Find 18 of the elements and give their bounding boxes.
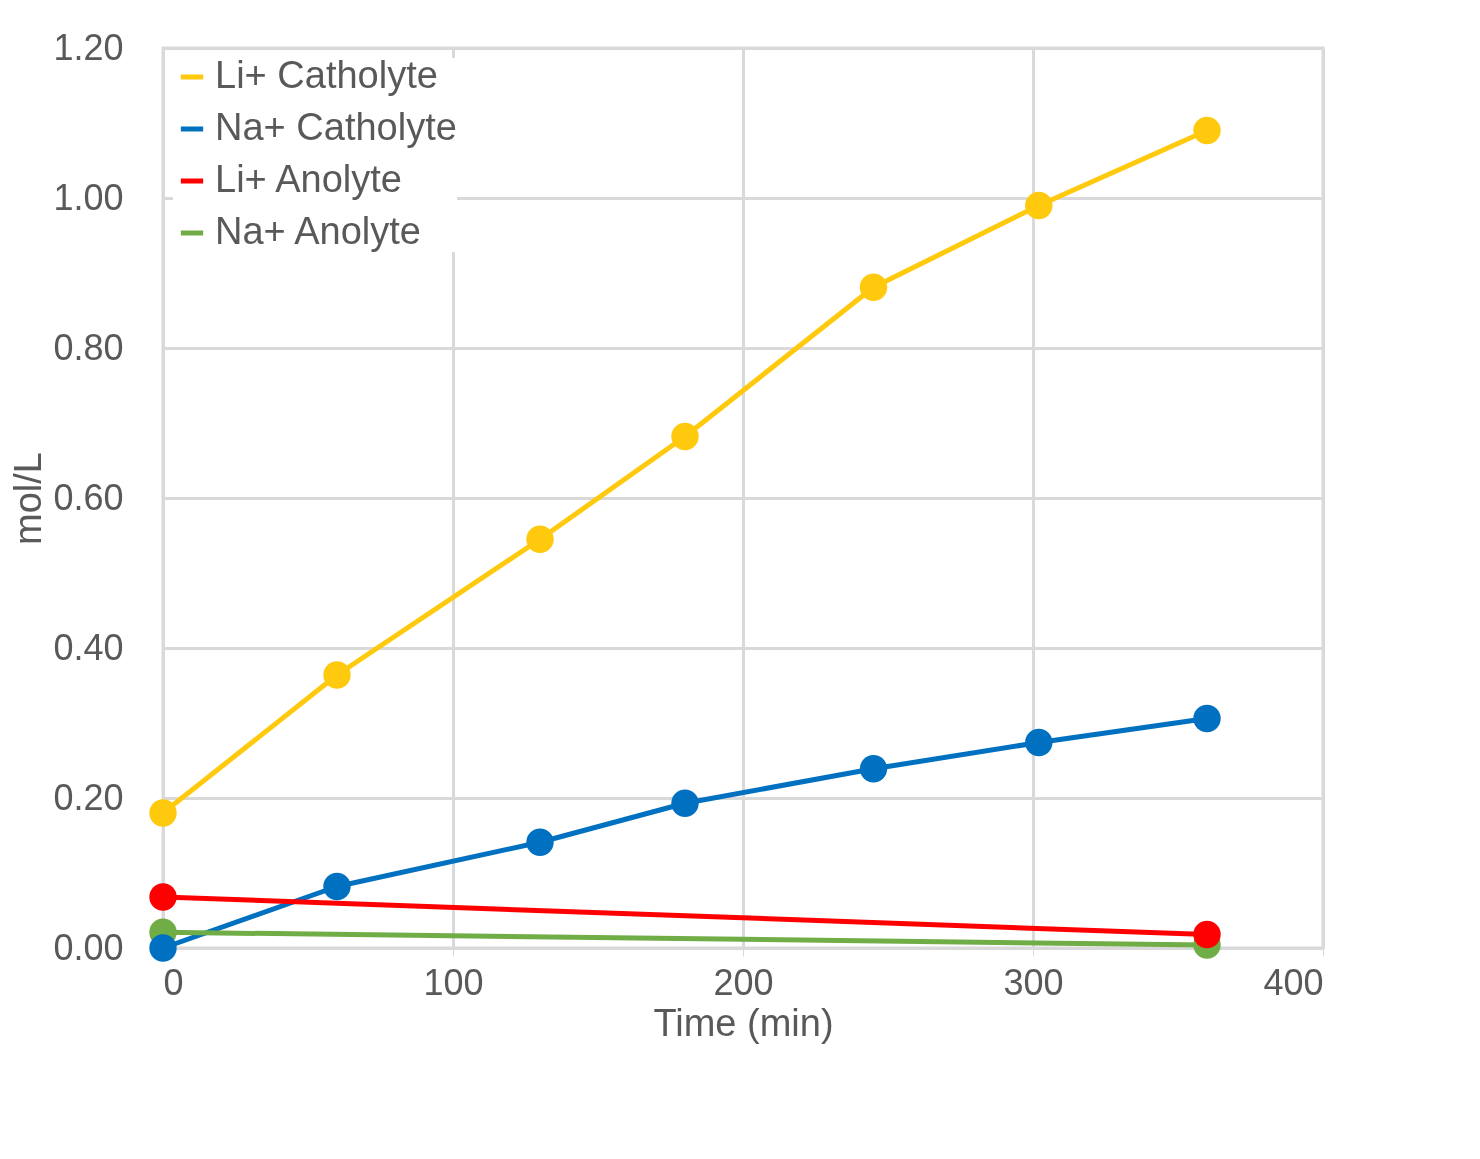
y-axis-title: mol/L (7, 452, 50, 545)
x-tick-label: 400 (1263, 961, 1324, 1003)
x-tick-label: 0 (163, 961, 184, 1003)
y-tick-label: 0.60 (53, 476, 124, 518)
x-tick-label: 100 (423, 961, 484, 1003)
x-tick-label: 300 (1003, 961, 1064, 1003)
y-tick-label: 0.00 (53, 926, 124, 968)
y-tick-label: 1.00 (53, 176, 124, 218)
y-tick-label: 0.20 (53, 776, 124, 818)
legend-label: Na+ Anolyte (215, 210, 421, 252)
y-tick-label: 1.20 (53, 26, 124, 68)
legend-label: Na+ Catholyte (215, 106, 457, 148)
y-tick-label: 0.80 (53, 326, 124, 368)
x-tick-label: 200 (713, 961, 774, 1003)
y-tick-label: 0.40 (53, 626, 124, 668)
legend-label: Li+ Anolyte (215, 158, 402, 200)
x-axis-title: Time (min) (653, 1001, 834, 1044)
legend-label: Li+ Catholyte (215, 54, 438, 96)
